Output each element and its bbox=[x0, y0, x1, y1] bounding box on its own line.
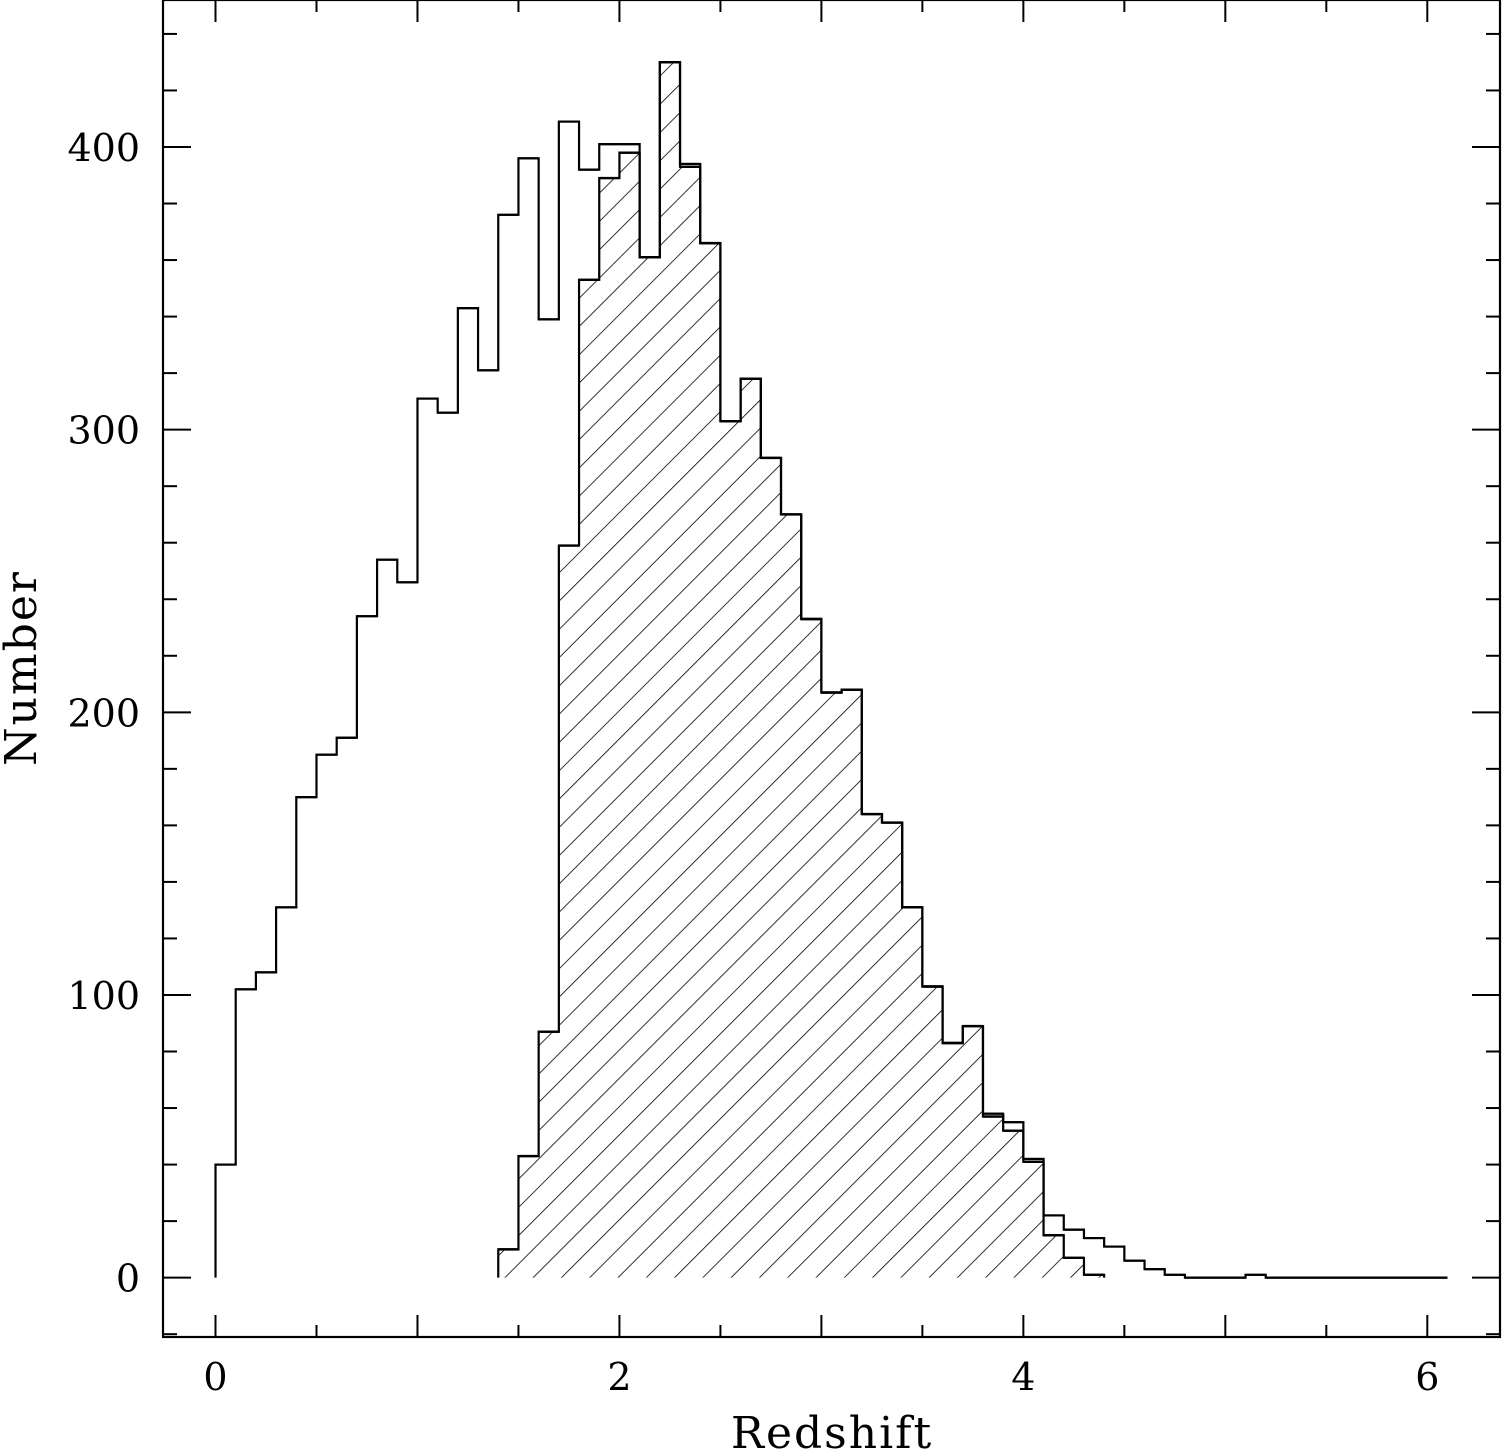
x-axis-label: Redshift bbox=[731, 1408, 933, 1452]
x-tick-label: 0 bbox=[203, 1355, 227, 1399]
hatched-fill bbox=[498, 62, 1105, 1278]
open-histogram bbox=[214, 61, 1448, 1279]
x-tick-label: 6 bbox=[1415, 1355, 1439, 1399]
hatched-histogram bbox=[497, 60, 1106, 1278]
y-tick-label: 100 bbox=[67, 974, 140, 1018]
x-tick-label: 4 bbox=[1011, 1355, 1035, 1399]
plot-frame bbox=[161, 0, 1502, 1339]
y-tick-label: 400 bbox=[67, 126, 140, 170]
y-tick-label: 0 bbox=[116, 1257, 140, 1301]
y-axis-label: Number bbox=[0, 570, 47, 766]
x-tick-labels: 0 2 4 6 bbox=[203, 1355, 1439, 1399]
y-tick-labels: 0 100 200 300 400 bbox=[67, 126, 140, 1301]
axis-ticks bbox=[163, 0, 1500, 1337]
open-outline bbox=[214, 61, 1448, 1279]
x-tick-label: 2 bbox=[607, 1355, 631, 1399]
y-tick-label: 200 bbox=[67, 691, 140, 735]
y-tick-label: 300 bbox=[67, 409, 140, 453]
